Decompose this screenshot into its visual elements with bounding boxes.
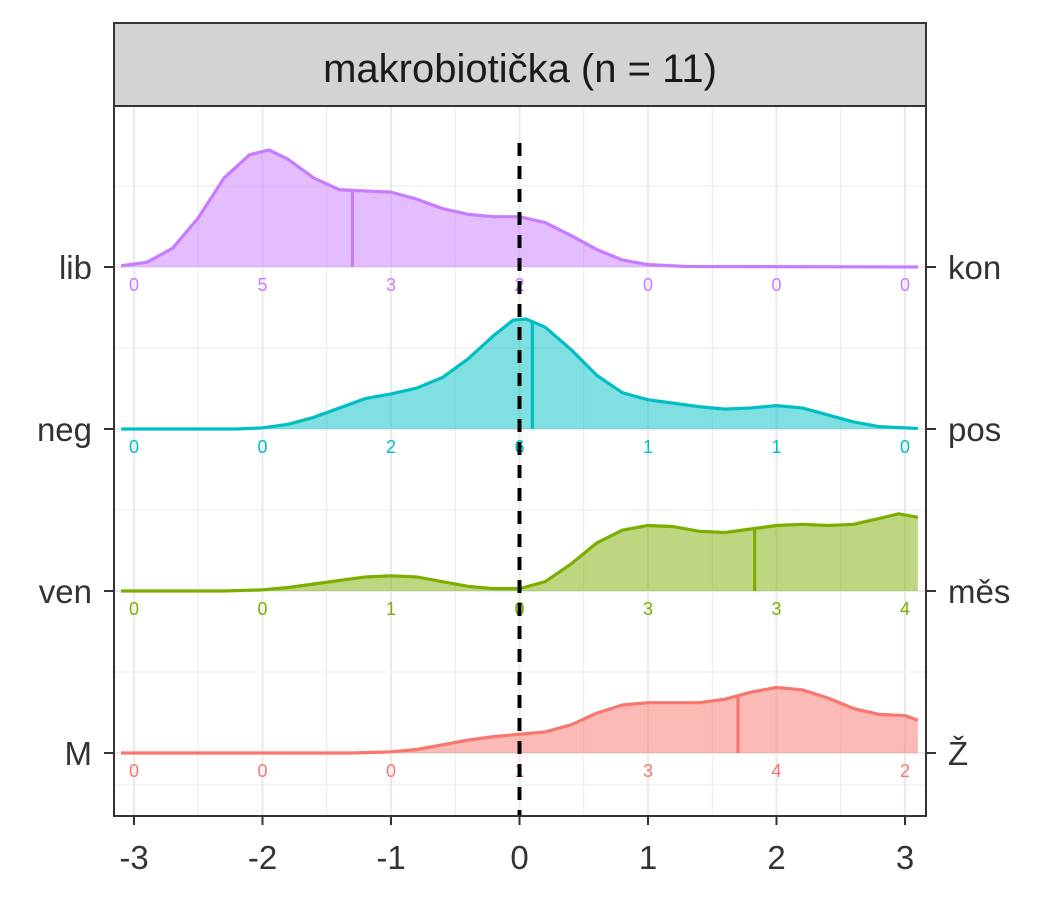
count-label-ven: 3 [643,599,653,619]
density-line-neg [121,317,918,431]
density-line-M [121,685,919,755]
x-tick-label: 2 [767,839,785,876]
axes: -3 -2 -1 0 1 2 3 lib kon neg pos ven měs M Ž [37,249,1010,876]
count-label-lib: 0 [643,275,653,295]
left-label-ven: ven [39,573,92,610]
strip-background [113,22,927,107]
x-tick-label: 1 [639,839,657,876]
density-line-lib [120,148,918,269]
count-label-M: 0 [257,761,267,781]
density-area-lib [121,150,918,267]
count-label-neg: 1 [643,437,653,457]
count-label-neg: 0 [129,437,139,457]
facet-strip: makrobiotička (n = 11) [113,22,927,107]
left-label-neg: neg [37,411,92,448]
count-label-M: 4 [771,761,781,781]
count-label-ven: 4 [900,599,910,619]
count-label-ven: 3 [771,599,781,619]
right-label-ven: měs [948,573,1010,610]
right-label-neg: pos [948,411,1001,448]
x-tick-label: -3 [119,839,148,876]
count-label-ven: 0 [129,599,139,619]
count-label-neg: 0 [900,437,910,457]
chart-title: makrobiotička (n = 11) [323,47,717,91]
count-label-M: 3 [643,761,653,781]
count-label-M: 0 [386,761,396,781]
density-ridges: 0001342001033400261100532000 [120,148,919,781]
right-label-lib: kon [948,249,1001,286]
x-tick-label: -2 [248,839,277,876]
count-label-ven: 1 [386,599,396,619]
x-tick-label: -1 [376,839,405,876]
x-tick-label: 3 [896,839,914,876]
count-label-M: 0 [129,761,139,781]
ridge-ven: 0010334 [121,512,919,619]
count-label-neg: 1 [771,437,781,457]
count-label-lib: 0 [129,275,139,295]
count-label-neg: 0 [257,437,267,457]
left-label-M: M [65,735,93,772]
count-label-neg: 2 [386,437,396,457]
count-label-lib: 3 [386,275,396,295]
count-label-lib: 0 [771,275,781,295]
left-label-lib: lib [59,249,92,286]
count-label-lib: 0 [900,275,910,295]
count-label-lib: 5 [257,275,267,295]
count-label-ven: 0 [257,599,267,619]
right-label-M: Ž [948,735,968,772]
density-line-ven [121,512,919,593]
density-area-M [121,687,918,753]
x-tick-label: 0 [510,839,528,876]
count-label-M: 2 [900,761,910,781]
